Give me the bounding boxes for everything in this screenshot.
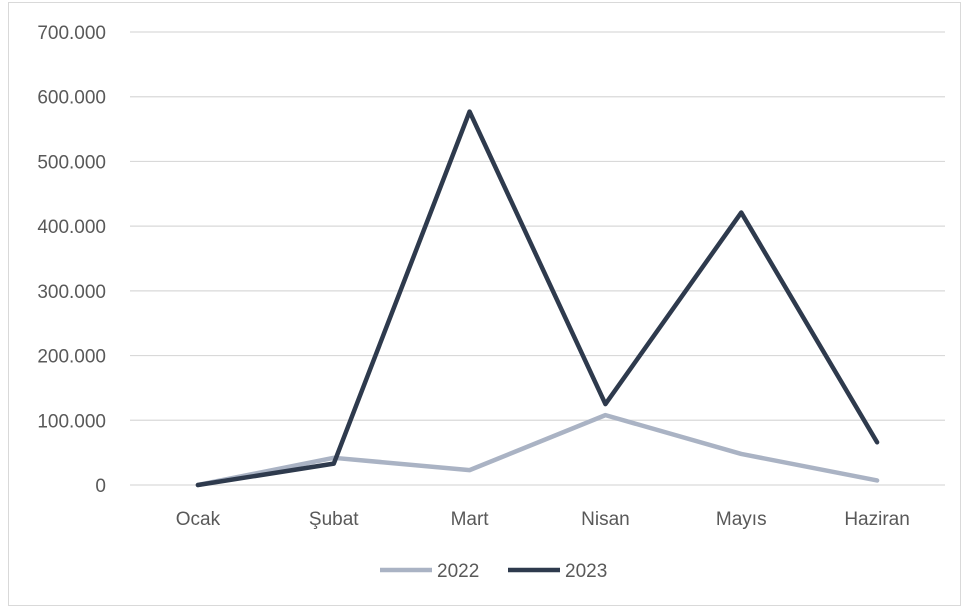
series-line-2022 <box>198 415 877 485</box>
x-tick-label: Mart <box>451 509 490 530</box>
x-tick-label: Şubat <box>309 509 359 530</box>
x-tick-label: Mayıs <box>716 509 767 530</box>
y-tick-label: 200.000 <box>37 347 106 368</box>
series-lines <box>198 112 877 485</box>
y-tick-label: 300.000 <box>37 282 106 303</box>
legend: 2022 2023 <box>380 561 607 582</box>
x-axis-ticks: Ocak Şubat Mart Nisan Mayıs Haziran <box>176 509 910 530</box>
y-axis-ticks: 0 100.000 200.000 300.000 400.000 500.000 600.… <box>37 23 106 497</box>
y-tick-label: 0 <box>95 476 106 497</box>
y-tick-label: 400.000 <box>37 217 106 238</box>
legend-label-2022: 2022 <box>437 561 479 582</box>
legend-label-2023: 2023 <box>565 561 607 582</box>
y-tick-label: 600.000 <box>37 88 106 109</box>
series-line-2023 <box>198 112 877 485</box>
y-tick-label: 100.000 <box>37 411 106 432</box>
y-tick-label: 500.000 <box>37 152 106 173</box>
x-tick-label: Haziran <box>844 509 909 530</box>
x-tick-label: Ocak <box>176 509 221 530</box>
y-tick-label: 700.000 <box>37 23 106 44</box>
x-tick-label: Nisan <box>581 509 630 530</box>
